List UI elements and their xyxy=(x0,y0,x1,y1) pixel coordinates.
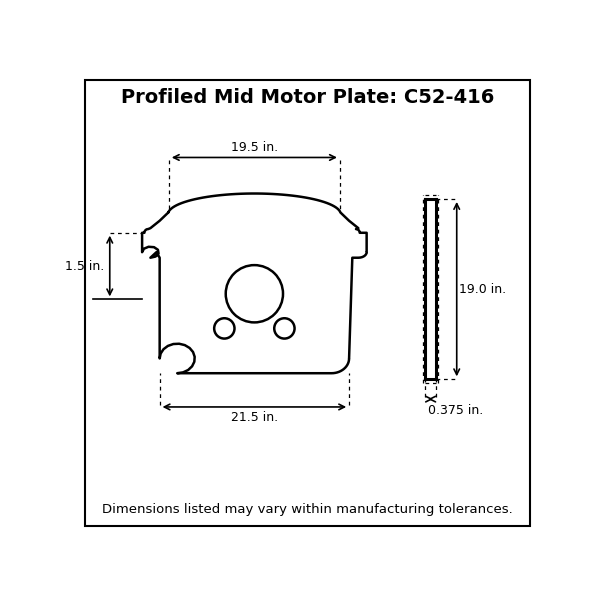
Text: 19.5 in.: 19.5 in. xyxy=(231,141,278,154)
Text: Dimensions listed may vary within manufacturing tolerances.: Dimensions listed may vary within manufa… xyxy=(102,503,513,517)
Text: 21.5 in.: 21.5 in. xyxy=(231,410,278,424)
Text: 1.5 in.: 1.5 in. xyxy=(65,260,104,272)
Text: 0.375 in.: 0.375 in. xyxy=(428,404,484,417)
Text: 19.0 in.: 19.0 in. xyxy=(458,283,506,296)
Text: Profiled Mid Motor Plate: C52-416: Profiled Mid Motor Plate: C52-416 xyxy=(121,88,494,107)
